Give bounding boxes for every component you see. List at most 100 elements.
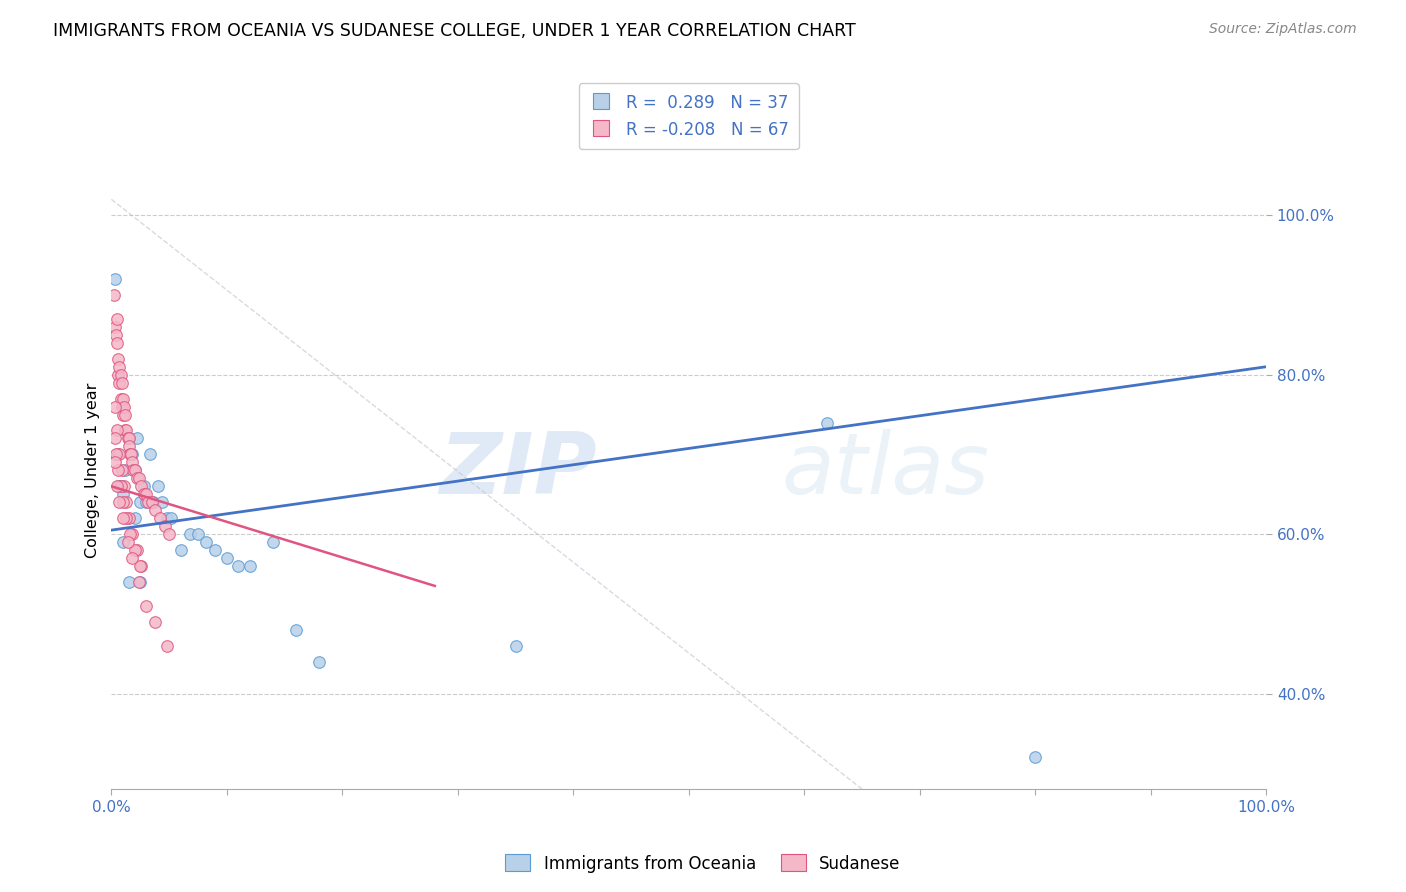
Point <box>124 511 146 525</box>
Point <box>170 543 193 558</box>
Point <box>112 479 135 493</box>
Point <box>157 527 180 541</box>
Point <box>131 479 153 493</box>
Point <box>108 447 131 461</box>
Point <box>110 479 132 493</box>
Point <box>121 551 143 566</box>
Y-axis label: College, Under 1 year: College, Under 1 year <box>86 383 100 558</box>
Point <box>128 471 150 485</box>
Point <box>128 574 150 589</box>
Point <box>129 495 152 509</box>
Point <box>1024 750 1046 764</box>
Point <box>121 447 143 461</box>
Point <box>505 639 527 653</box>
Point <box>103 288 125 302</box>
Point <box>111 495 134 509</box>
Point <box>153 519 176 533</box>
Point <box>125 432 148 446</box>
Point <box>204 543 226 558</box>
Point <box>120 447 142 461</box>
Point <box>131 559 153 574</box>
Text: ZIP: ZIP <box>439 429 596 512</box>
Point <box>104 272 127 286</box>
Point <box>228 559 250 574</box>
Point <box>108 359 131 374</box>
Point <box>105 312 128 326</box>
Point <box>124 543 146 558</box>
Point <box>262 535 284 549</box>
Point <box>135 495 157 509</box>
Point <box>308 655 330 669</box>
Point <box>146 479 169 493</box>
Point <box>115 424 138 438</box>
Point <box>149 511 172 525</box>
Point <box>104 432 127 446</box>
Point <box>118 574 141 589</box>
Legend: Immigrants from Oceania, Sudanese: Immigrants from Oceania, Sudanese <box>499 847 907 880</box>
Point <box>132 487 155 501</box>
Point <box>141 495 163 509</box>
Point <box>129 574 152 589</box>
Point <box>111 408 134 422</box>
Point <box>125 543 148 558</box>
Point <box>111 535 134 549</box>
Point <box>122 463 145 477</box>
Point <box>115 495 138 509</box>
Point <box>135 487 157 501</box>
Point <box>118 432 141 446</box>
Point <box>108 479 131 493</box>
Point <box>107 447 129 461</box>
Point <box>105 424 128 438</box>
Point <box>239 559 262 574</box>
Point <box>156 639 179 653</box>
Point <box>143 503 166 517</box>
Point <box>132 479 155 493</box>
Point <box>118 527 141 541</box>
Point <box>104 319 127 334</box>
Point <box>114 424 136 438</box>
Text: Source: ZipAtlas.com: Source: ZipAtlas.com <box>1209 22 1357 37</box>
Point <box>179 527 201 541</box>
Point <box>142 495 165 509</box>
Point <box>285 623 308 637</box>
Text: atlas: atlas <box>782 429 990 512</box>
Point <box>129 559 152 574</box>
Point <box>138 447 160 461</box>
Point <box>117 432 139 446</box>
Point <box>111 487 134 501</box>
Point <box>107 368 129 382</box>
Point <box>150 495 173 509</box>
Point <box>118 447 141 461</box>
Point <box>111 511 134 525</box>
Point <box>107 463 129 477</box>
Point <box>817 416 839 430</box>
Point <box>124 463 146 477</box>
Point <box>118 432 141 446</box>
Point <box>115 511 138 525</box>
Point <box>112 400 135 414</box>
Point <box>110 392 132 406</box>
Point <box>117 535 139 549</box>
Point <box>215 551 238 566</box>
Point <box>104 400 127 414</box>
Point <box>114 463 136 477</box>
Point <box>111 392 134 406</box>
Point <box>111 376 134 390</box>
Point <box>104 455 127 469</box>
Point <box>160 511 183 525</box>
Legend: R =  0.289   N = 37, R = -0.208   N = 67: R = 0.289 N = 37, R = -0.208 N = 67 <box>579 83 799 149</box>
Point <box>105 479 128 493</box>
Point <box>187 527 209 541</box>
Point <box>105 335 128 350</box>
Point <box>108 376 131 390</box>
Point <box>121 455 143 469</box>
Point <box>114 408 136 422</box>
Point <box>111 463 134 477</box>
Point <box>118 511 141 525</box>
Point <box>138 495 160 509</box>
Point <box>105 327 128 342</box>
Point <box>124 463 146 477</box>
Point <box>108 495 131 509</box>
Text: IMMIGRANTS FROM OCEANIA VS SUDANESE COLLEGE, UNDER 1 YEAR CORRELATION CHART: IMMIGRANTS FROM OCEANIA VS SUDANESE COLL… <box>53 22 856 40</box>
Point <box>135 599 157 613</box>
